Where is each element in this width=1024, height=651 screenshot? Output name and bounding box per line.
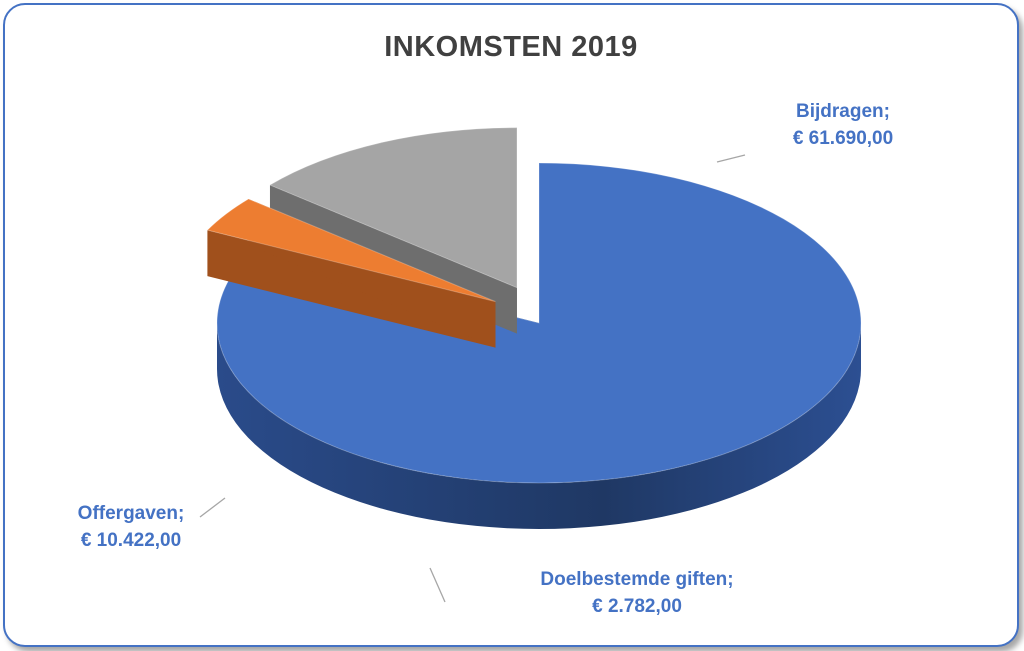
- leader-line-offergaven: [199, 497, 226, 518]
- slice-value-offergaven: € 10.422,00: [81, 530, 181, 551]
- chart-title: INKOMSTEN 2019: [384, 31, 638, 63]
- slice-label-doelbestemde-giften: Doelbestemde giften;: [540, 569, 733, 590]
- slice-label-bijdragen: Bijdragen;: [796, 101, 890, 122]
- chart-frame: INKOMSTEN 2019 Bijdragen; € 61.690,00 Doel…: [3, 3, 1019, 647]
- slice-value-doelbestemde-giften: € 2.782,00: [592, 596, 682, 617]
- leader-line-doelbestemde-giften: [429, 567, 446, 603]
- pie-slice-doelbestemde-giften: [206, 198, 496, 348]
- pie-chart: Bijdragen; € 61.690,00 Doelbestemde giften…: [78, 101, 894, 617]
- leader-line-bijdragen: [716, 154, 746, 163]
- slice-label-offergaven: Offergaven;: [78, 503, 185, 524]
- slice-value-bijdragen: € 61.690,00: [793, 128, 893, 149]
